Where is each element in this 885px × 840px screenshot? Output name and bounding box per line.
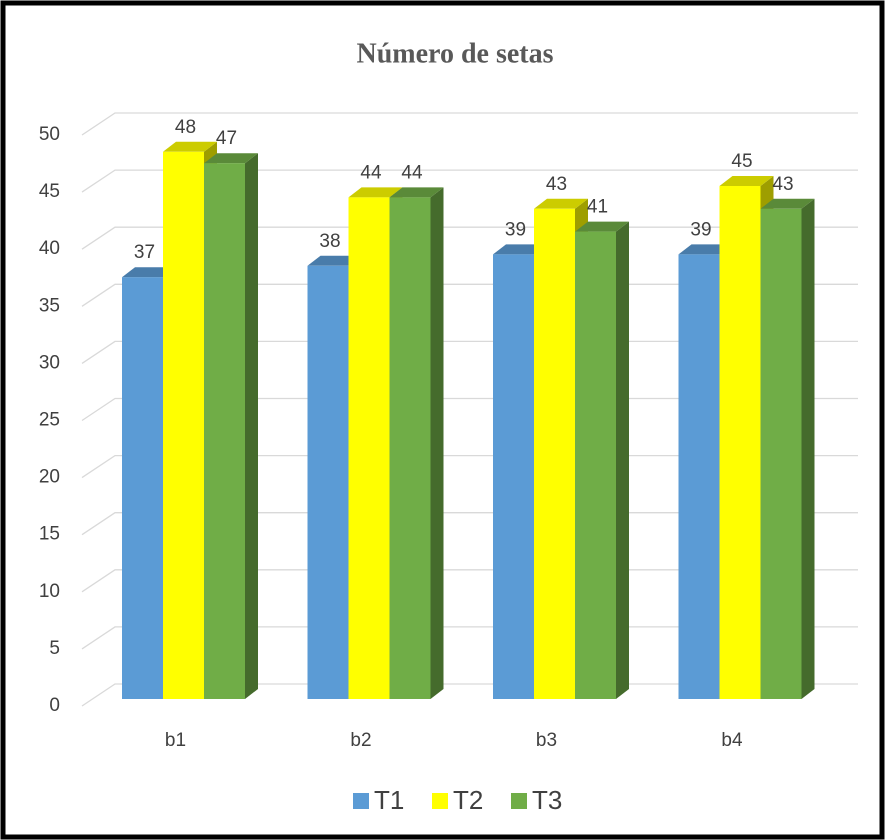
- data-label: 37: [134, 242, 155, 263]
- bar-top: [389, 187, 444, 198]
- chart-title: Número de setas: [356, 38, 553, 69]
- legend-label: T1: [374, 785, 404, 815]
- bar-top: [163, 141, 217, 152]
- bar-side: [245, 153, 258, 699]
- legend-swatch: [511, 793, 527, 809]
- y-tick-label: 15: [39, 524, 60, 545]
- bar-top: [122, 267, 176, 278]
- data-label: 39: [505, 219, 526, 240]
- y-tick-label: 10: [39, 581, 60, 602]
- data-label: 44: [360, 162, 382, 183]
- bar: [719, 186, 761, 699]
- bar-side: [430, 187, 444, 699]
- x-tick-label: b2: [350, 730, 371, 751]
- y-tick-label: 0: [49, 695, 60, 716]
- bar: [760, 208, 802, 700]
- x-tick-label: b3: [536, 730, 557, 751]
- bar-top: [760, 198, 815, 209]
- y-tick-label: 40: [39, 238, 60, 259]
- bar: [389, 197, 431, 699]
- bar: [493, 254, 534, 699]
- data-label: 41: [587, 197, 608, 218]
- legend-swatch: [432, 793, 448, 809]
- bar: [348, 197, 390, 699]
- bar-side: [801, 198, 815, 700]
- data-label: 48: [175, 117, 196, 138]
- data-label: 45: [731, 151, 752, 172]
- bar: [678, 254, 720, 699]
- legend-swatch: [353, 793, 369, 809]
- legend-label: T2: [453, 785, 483, 815]
- data-label: 44: [401, 162, 423, 183]
- data-label: 47: [216, 128, 237, 149]
- x-tick-label: b1: [165, 730, 186, 751]
- legend-label: T3: [532, 785, 562, 815]
- bar: [122, 277, 163, 699]
- bar-top: [719, 176, 774, 186]
- y-tick-label: 35: [39, 295, 60, 316]
- bar: [534, 208, 575, 700]
- data-label: 43: [772, 174, 793, 195]
- bar-top: [493, 244, 547, 255]
- bar: [307, 265, 349, 699]
- y-tick-label: 30: [39, 352, 60, 373]
- bar-side: [616, 221, 629, 699]
- y-tick-label: 20: [39, 467, 60, 488]
- y-tick-label: 25: [39, 410, 60, 431]
- bar-top: [348, 187, 403, 198]
- data-label: 43: [546, 174, 567, 195]
- y-tick-label: 45: [39, 181, 60, 202]
- y-tick-label: 50: [39, 124, 60, 145]
- bar: [575, 231, 616, 699]
- bar-top: [307, 255, 362, 266]
- bar: [204, 163, 245, 699]
- bar: [163, 151, 204, 700]
- data-label: 38: [319, 231, 340, 252]
- y-tick-label: 5: [49, 638, 60, 659]
- bar-top: [678, 244, 733, 255]
- bar-top: [575, 221, 629, 232]
- grid-line: [81, 169, 858, 193]
- bar-top: [204, 153, 258, 164]
- grid-line: [81, 112, 858, 136]
- data-label: 39: [690, 219, 711, 240]
- bar-top: [534, 198, 588, 209]
- x-tick-label: b4: [721, 730, 743, 751]
